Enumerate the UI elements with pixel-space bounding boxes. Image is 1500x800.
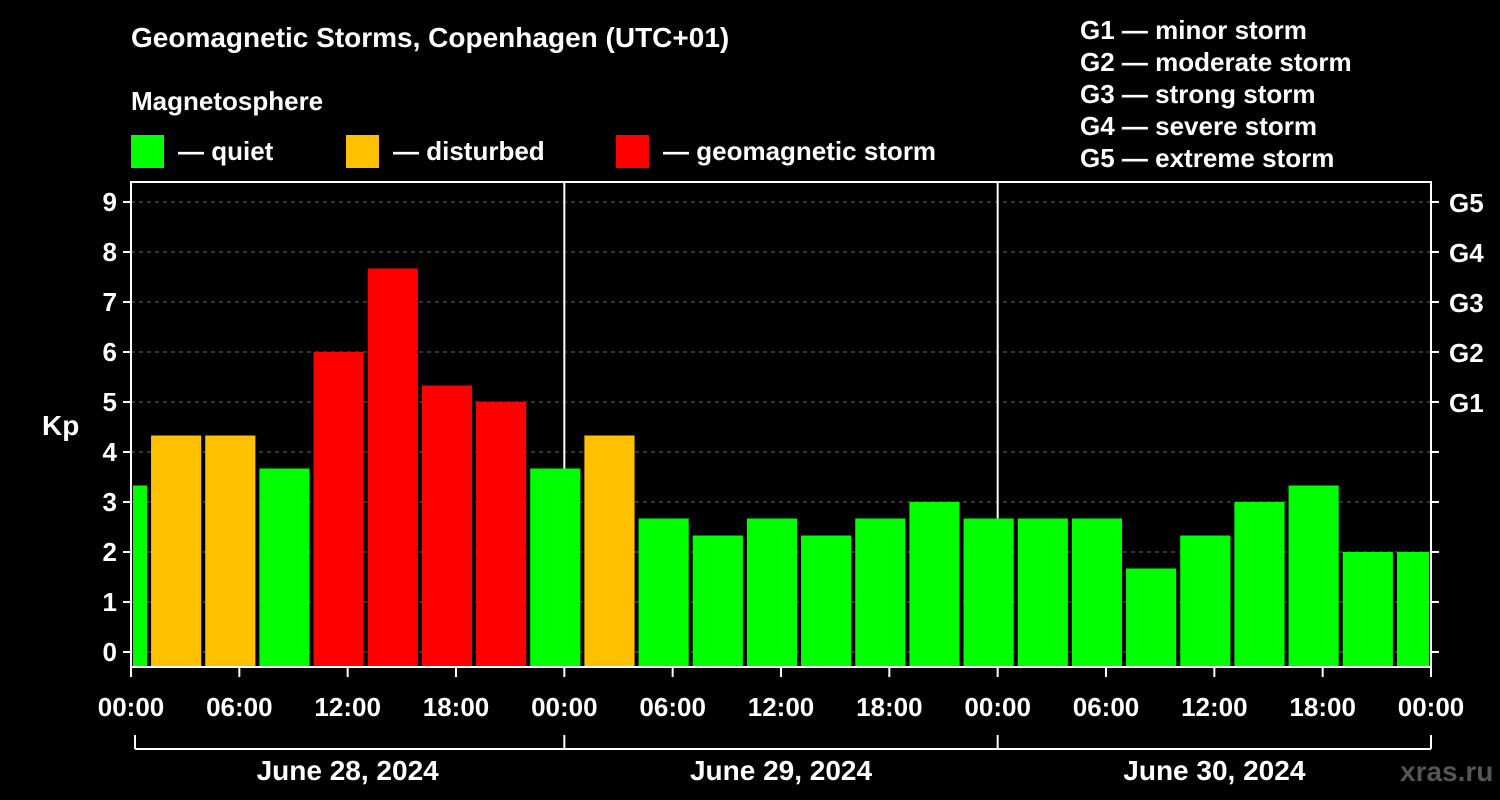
day-label: June 29, 2024: [690, 755, 873, 786]
axis-layer: 0 1 2 3 4 5 6 7 8 9 G1 G2 G3 G4 G5 00:00 06:00 12:00 18:00…: [98, 181, 1484, 786]
x-tick-label: 00:00: [98, 692, 165, 722]
legend-swatch-quiet: [131, 134, 164, 168]
kp-bar-quiet: [746, 518, 798, 667]
y-tick-label: 6: [103, 337, 117, 367]
x-tick-label: 06:00: [1073, 692, 1140, 722]
y-tick-label: 2: [103, 537, 117, 567]
x-tick-label: 06:00: [206, 692, 273, 722]
kp-bar-quiet: [1234, 502, 1285, 667]
g-level-label: G4: [1449, 238, 1484, 268]
legend-label-storm: — geomagnetic storm: [663, 135, 937, 166]
x-tick-label: 18:00: [423, 692, 490, 722]
legend-item-storm: — geomagnetic storm: [616, 134, 936, 168]
kp-bar-disturbed: [205, 435, 256, 667]
g-scale-item: G5 — extreme storm: [1080, 143, 1335, 173]
kp-bar-quiet: [530, 468, 581, 667]
kp-bar-quiet: [963, 518, 1014, 667]
x-tick-label: 12:00: [314, 692, 381, 722]
g-level-label: G2: [1449, 338, 1484, 368]
g-scale-item: G3 — strong storm: [1080, 79, 1316, 109]
g-level-label: G3: [1449, 288, 1484, 318]
kp-bar-quiet: [1126, 568, 1177, 667]
day-label: June 28, 2024: [257, 755, 440, 786]
day-label: June 30, 2024: [1123, 755, 1306, 786]
x-tick-label: 12:00: [1181, 692, 1248, 722]
g-scale-item: G1 — minor storm: [1080, 15, 1307, 45]
legend-item-disturbed: — disturbed: [346, 134, 545, 168]
y-tick-label: 8: [103, 237, 117, 267]
kp-bar-quiet: [801, 535, 852, 667]
kp-bar-quiet: [1342, 552, 1393, 667]
kp-bar-quiet: [638, 518, 689, 667]
legend-label-disturbed: — disturbed: [393, 135, 545, 166]
x-tick-label: 18:00: [856, 692, 923, 722]
kp-bar-quiet: [692, 535, 743, 667]
kp-bar-storm: [421, 385, 473, 667]
x-tick-label: 18:00: [1289, 692, 1356, 722]
g-scale-legend: G1 — minor storm G2 — moderate storm G3 …: [1080, 14, 1352, 174]
kp-bar-quiet: [1396, 552, 1429, 667]
legend-swatch-storm: [616, 134, 649, 168]
kp-bar-quiet: [1180, 535, 1231, 667]
kp-bar-storm: [313, 352, 364, 667]
x-tick-label: 00:00: [531, 692, 598, 722]
y-tick-label: 9: [103, 187, 117, 217]
kp-bar-storm: [367, 268, 418, 667]
kp-bar-quiet: [133, 485, 148, 667]
kp-bar-quiet: [855, 518, 906, 667]
y-tick-label: 1: [103, 587, 117, 617]
legend-heading: Magnetosphere: [131, 86, 324, 116]
legend-label-quiet: — quiet: [178, 135, 274, 166]
kp-bar-quiet: [1288, 485, 1339, 667]
kp-bar-quiet: [259, 468, 310, 667]
kp-bar-disturbed: [584, 435, 635, 667]
x-tick-label: 12:00: [748, 692, 815, 722]
y-tick-label: 3: [103, 487, 117, 517]
watermark: xras.ru: [1400, 756, 1494, 787]
x-tick-label: 00:00: [1398, 692, 1465, 722]
x-tick-label: 00:00: [964, 692, 1031, 722]
legend-item-quiet: — quiet: [131, 134, 273, 168]
x-tick-label: 06:00: [639, 692, 706, 722]
y-axis-label: Kp: [42, 410, 80, 441]
y-tick-label: 7: [103, 287, 117, 317]
legend-swatch-disturbed: [346, 134, 379, 168]
kp-bar-storm: [476, 402, 527, 667]
g-scale-item: G2 — moderate storm: [1080, 47, 1352, 77]
kp-bar-quiet: [1017, 518, 1068, 667]
y-tick-label: 5: [103, 387, 117, 417]
kp-bar-disturbed: [151, 435, 202, 667]
g-level-label: G5: [1449, 188, 1484, 218]
g-scale-item: G4 — severe storm: [1080, 111, 1318, 141]
bar-layer: [133, 268, 1429, 667]
chart-title: Geomagnetic Storms, Copenhagen (UTC+01): [131, 22, 730, 53]
y-tick-label: 4: [103, 437, 118, 467]
g-level-label: G1: [1449, 388, 1484, 418]
kp-bar-quiet: [909, 502, 960, 667]
kp-bar-quiet: [1071, 518, 1123, 667]
y-tick-label: 0: [103, 637, 117, 667]
